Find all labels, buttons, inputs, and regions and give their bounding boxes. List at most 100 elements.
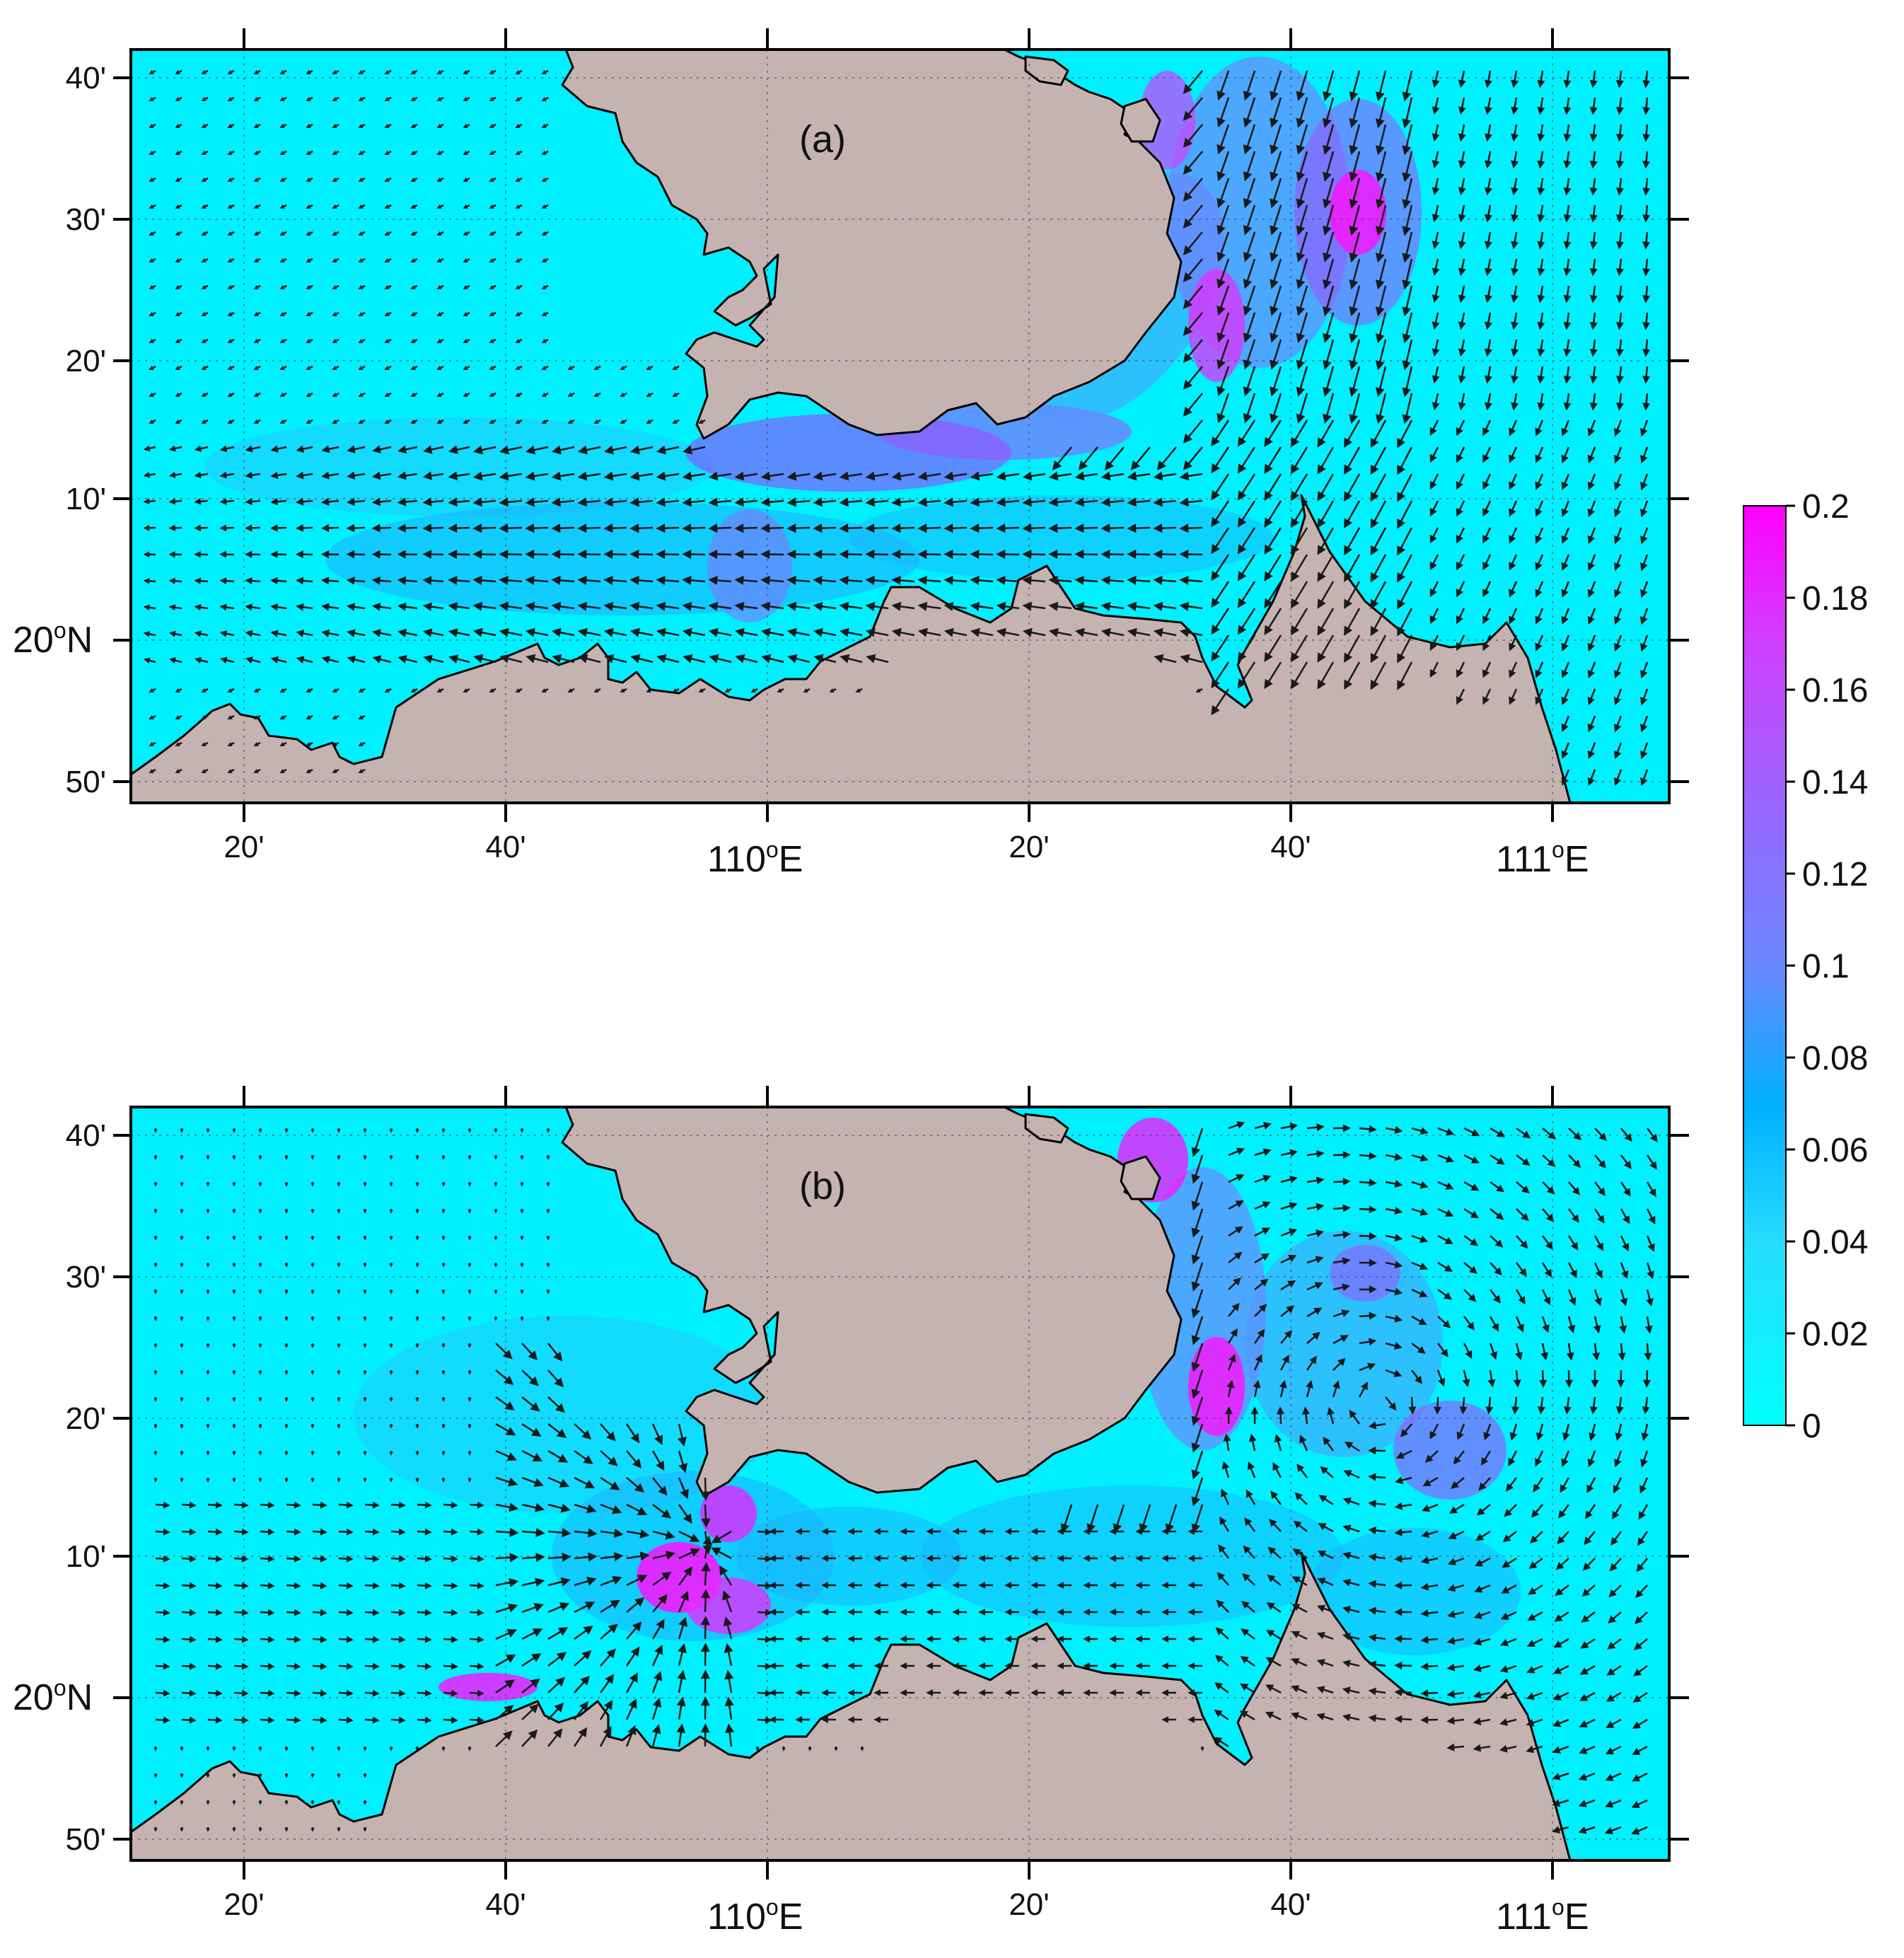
vector-arrowhead xyxy=(1109,1555,1116,1562)
vector-arrowhead xyxy=(337,1129,341,1133)
vector-arrowhead xyxy=(1342,1257,1351,1265)
vector-arrowhead xyxy=(1615,134,1624,142)
vector-arrowhead xyxy=(410,177,416,182)
vector-arrowhead xyxy=(346,1528,354,1536)
vector-arrowhead xyxy=(1236,1121,1246,1129)
vector-arrowhead xyxy=(267,1555,275,1563)
vector-arrowhead xyxy=(629,471,640,481)
vector-arrowhead xyxy=(1286,1305,1295,1314)
vector-arrowhead xyxy=(944,575,953,586)
vector-arrowhead xyxy=(683,1513,692,1524)
vector-arrowhead xyxy=(1344,652,1353,664)
vector-arrowhead xyxy=(559,1478,570,1488)
vector-arrowhead xyxy=(665,1551,675,1560)
vector-arrowhead xyxy=(1432,241,1440,250)
vector-arrowhead xyxy=(227,392,233,397)
vector-arrowhead xyxy=(1615,241,1624,250)
vector-arrowhead xyxy=(206,1801,210,1805)
vector-arrowhead xyxy=(682,523,692,533)
vector-arrowhead xyxy=(201,231,207,236)
vector-arrowhead xyxy=(1161,1582,1168,1589)
vector-arrowhead xyxy=(195,656,202,664)
vector-arrowhead xyxy=(1563,160,1572,169)
vector-arrowhead xyxy=(1615,349,1624,357)
vector-arrowhead xyxy=(813,627,823,637)
vector-arrowhead xyxy=(765,1635,772,1643)
vector-arrowhead xyxy=(1432,187,1440,196)
vector-arrowhead xyxy=(1445,1182,1454,1190)
vector-arrowhead xyxy=(279,150,285,155)
vector-arrowhead xyxy=(194,551,201,558)
vector-arrowhead xyxy=(1605,1747,1614,1755)
vector-arrowhead xyxy=(1598,1132,1607,1142)
vector-arrowhead xyxy=(1499,1665,1509,1673)
vector-arrowhead xyxy=(398,1528,406,1536)
vector-arrowhead xyxy=(1432,321,1440,330)
vector-arrowhead xyxy=(952,1582,959,1589)
vector-arrowhead xyxy=(1243,171,1253,182)
vector-arrowhead xyxy=(1613,535,1622,545)
vector-arrowhead xyxy=(153,1398,158,1402)
map-frame xyxy=(129,48,1671,804)
vector-arrowhead xyxy=(900,1662,907,1669)
vector-arrowhead xyxy=(1539,1379,1548,1388)
vector-arrowhead xyxy=(917,497,927,507)
vector-arrowhead xyxy=(424,1555,432,1563)
vector-arrowhead xyxy=(1191,1200,1201,1211)
vector-arrowhead xyxy=(515,69,521,74)
vector-arrowhead xyxy=(424,1609,432,1616)
vector-arrowhead xyxy=(1456,454,1463,463)
vector-arrowhead xyxy=(1475,1533,1485,1541)
vector-arrowhead xyxy=(839,497,849,507)
vector-arrowhead xyxy=(294,1689,301,1697)
vector-arrowhead xyxy=(468,1183,472,1187)
vector-arrowhead xyxy=(410,123,416,128)
vector-arrowhead xyxy=(1211,624,1220,635)
vector-arrowhead xyxy=(557,1627,569,1636)
vector-arrowhead xyxy=(346,1689,354,1697)
vector-arrowhead xyxy=(1270,91,1279,101)
vector-arrowhead xyxy=(451,1716,458,1724)
vector-arrowhead xyxy=(306,204,311,209)
vector-arrowhead xyxy=(1317,464,1326,475)
vector-arrowhead xyxy=(1296,279,1306,289)
vector-arrowhead xyxy=(760,523,770,533)
vector-arrowhead xyxy=(1130,460,1141,470)
vector-arrowhead xyxy=(1649,1133,1658,1142)
vector-arrowhead xyxy=(163,1609,170,1616)
vector-arrowhead xyxy=(175,204,180,209)
vector-arrowhead xyxy=(1587,535,1596,545)
vector-arrowhead xyxy=(180,1156,184,1160)
vector-arrowhead xyxy=(678,1616,688,1627)
vector-arrowhead xyxy=(769,1609,776,1616)
colorbar-gradient xyxy=(1743,505,1787,1426)
vector-arrowhead xyxy=(1402,333,1412,344)
vector-arrowhead xyxy=(1342,1177,1351,1186)
vector-arrowhead xyxy=(765,1528,772,1536)
vector-arrowhead xyxy=(397,550,406,559)
x-label: 20' xyxy=(224,830,264,864)
vector-arrowhead xyxy=(1511,133,1519,142)
vector-arrowhead xyxy=(515,338,521,343)
vector-arrowhead xyxy=(1526,1692,1535,1701)
vector-arrowhead xyxy=(1579,1746,1588,1754)
vector-arrowhead xyxy=(1451,1481,1459,1489)
vector-arrowhead xyxy=(1420,1609,1429,1618)
vector-arrowhead xyxy=(1402,199,1412,209)
current-vectors xyxy=(143,69,1651,787)
vector-arrowhead xyxy=(1643,1379,1652,1388)
vector-arrowhead xyxy=(219,498,227,505)
vector-arrowhead xyxy=(708,601,719,611)
y-label: 30' xyxy=(66,1260,106,1294)
vector-arrowhead xyxy=(873,1689,881,1696)
vector-arrowhead xyxy=(1048,601,1059,611)
vector-arrowhead xyxy=(201,419,207,424)
vector-arrowhead xyxy=(1191,1335,1201,1345)
vector-arrowhead xyxy=(422,523,432,533)
vector-arrowhead xyxy=(153,1129,158,1133)
vector-arrowhead xyxy=(1595,1270,1603,1279)
island-peninsula xyxy=(1120,1155,1161,1200)
x-label-110e: 110oE xyxy=(707,1894,803,1937)
vector-arrowhead xyxy=(1417,1345,1426,1354)
vector-arrowhead xyxy=(1022,523,1032,533)
